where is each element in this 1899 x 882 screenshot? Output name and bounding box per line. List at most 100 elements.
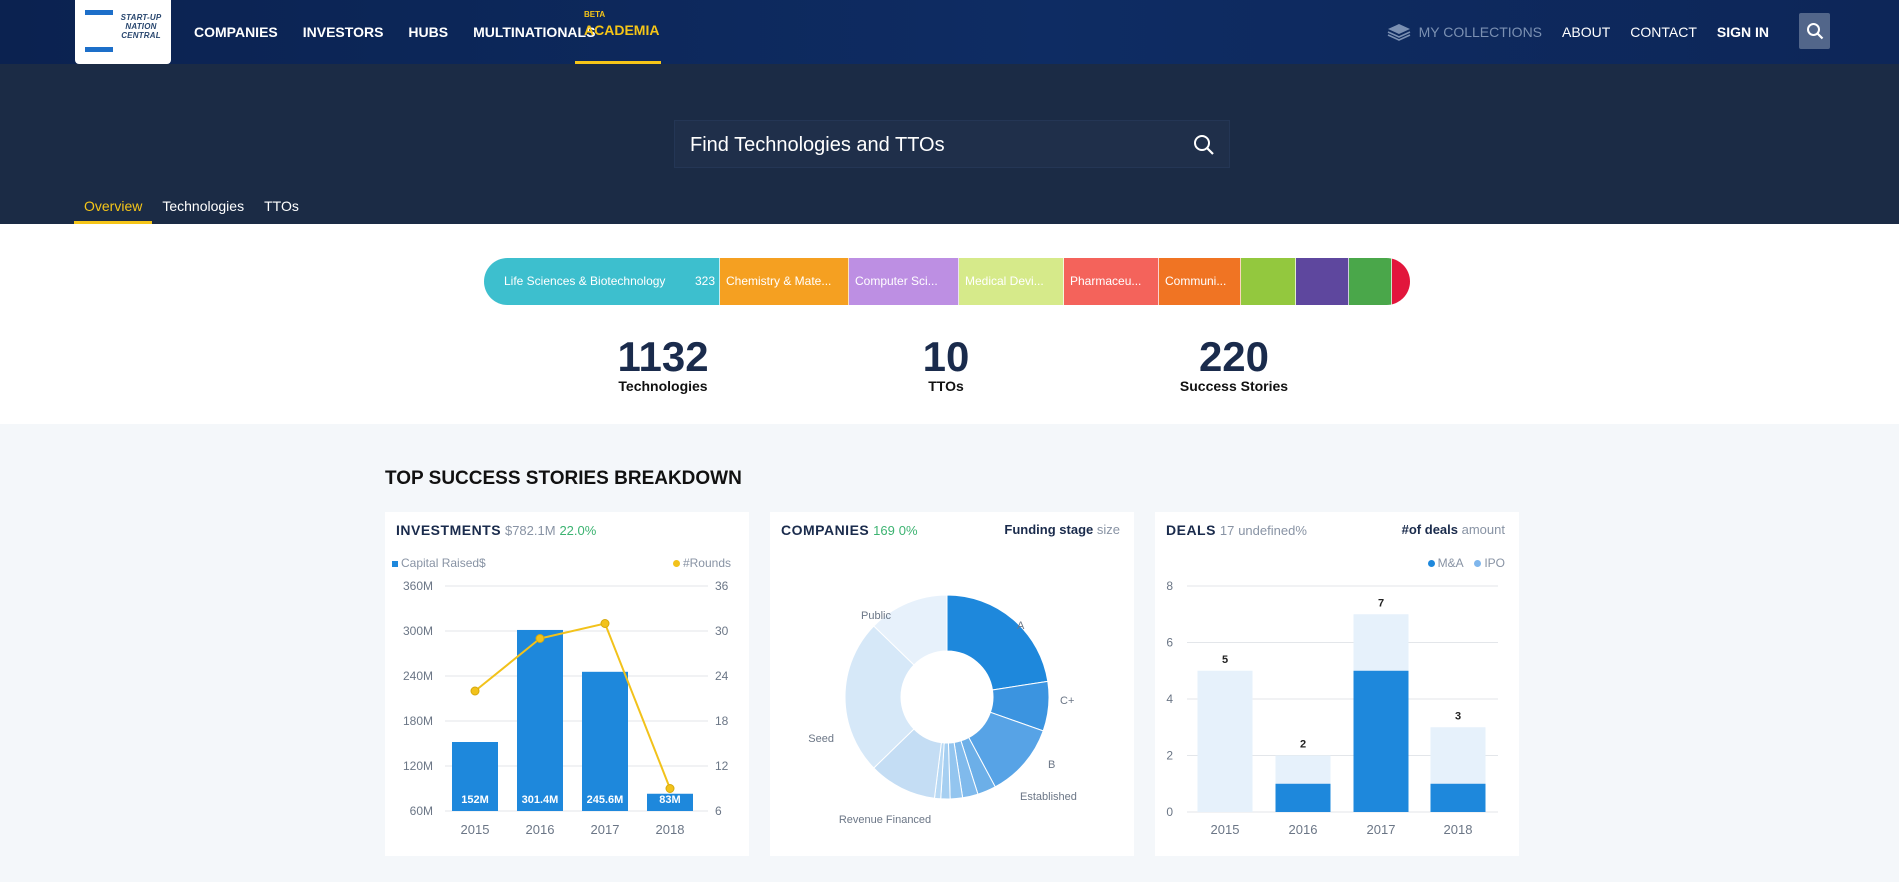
field-segment[interactable] <box>1349 258 1392 305</box>
ma-bar <box>1275 783 1331 812</box>
legend-label: IPO <box>1484 556 1505 570</box>
slice-label: Established <box>1020 791 1077 803</box>
toggle-num-deals[interactable]: #of deals <box>1401 522 1458 537</box>
total-label: 5 <box>1222 654 1228 666</box>
bar-value-label: 83M <box>659 794 680 806</box>
investment-bar <box>647 793 693 811</box>
tab-technologies[interactable]: Technologies <box>162 198 245 214</box>
y-tick-label: 240M <box>403 669 433 683</box>
beta-badge: BETA <box>584 10 606 19</box>
nav-about[interactable]: ABOUT <box>1562 24 1611 40</box>
stat-value: 10 <box>922 333 970 380</box>
legend-swatch <box>672 560 680 567</box>
companies-card-title: COMPANIES 169 0% <box>781 522 918 538</box>
deals-growth: undefined% <box>1238 523 1307 538</box>
y-tick-label: 4 <box>1166 692 1173 706</box>
nav-companies[interactable]: COMPANIES <box>194 24 278 40</box>
investments-amount: $782.1M <box>504 523 556 538</box>
nav-academia[interactable]: BETA ACADEMIA <box>575 0 661 64</box>
startup-nation-central-logo[interactable]: START-UP NATION CENTRAL <box>75 0 171 64</box>
nav-investors[interactable]: INVESTORS <box>302 24 384 40</box>
rounds-point <box>600 619 610 628</box>
nav-multinationals[interactable]: MULTINATIONALS <box>473 24 596 40</box>
stat-ttos[interactable]: 10 TTOs <box>846 333 1046 395</box>
y2-tick-label: 36 <box>715 579 729 593</box>
field-segment[interactable]: Chemistry & Mate... <box>720 258 849 305</box>
field-segment[interactable]: Communi... <box>1159 258 1241 305</box>
field-segment[interactable] <box>1296 258 1349 305</box>
logo-text: START-UP NATION CENTRAL <box>120 13 162 40</box>
stat-value: 220 <box>1198 333 1270 380</box>
hero-section: Find Technologies and TTOs Overview Tech… <box>0 64 1899 224</box>
field-segment[interactable]: Life Sciences & Biotechnology 323 <box>484 258 720 305</box>
y2-tick-label: 12 <box>715 759 729 773</box>
companies-donut-chart: A C+ B Established Revenue Financed Seed Publi… <box>808 594 1077 826</box>
nav-my-collections[interactable]: MY COLLECTIONS <box>1387 23 1542 41</box>
rounds-line <box>474 622 671 789</box>
toggle-size[interactable]: size <box>1096 522 1120 537</box>
x-tick-label: 2015 <box>1211 822 1240 837</box>
legend-swatch <box>1427 560 1435 567</box>
tab-overview[interactable]: Overview <box>74 196 153 224</box>
tab-ttos[interactable]: TTOs <box>264 198 299 214</box>
field-segment[interactable] <box>1241 258 1296 305</box>
toggle-amount[interactable]: amount <box>1461 522 1505 537</box>
y2-tick-label: 30 <box>715 624 729 638</box>
search-placeholder: Find Technologies and TTOs <box>690 134 945 156</box>
card-title-label: DEALS <box>1166 522 1216 538</box>
logo-mark <box>85 10 113 52</box>
x-tick-label: 2018 <box>656 822 685 837</box>
total-label: 2 <box>1300 739 1306 751</box>
investment-bar <box>582 671 628 811</box>
ipo-bar <box>1353 614 1409 671</box>
total-label: 7 <box>1378 597 1384 609</box>
deals-card: DEALS 17 undefined% #of deals amount M&A… <box>1155 512 1519 856</box>
field-segment[interactable]: Computer Sci... <box>849 258 959 305</box>
nav-sign-in[interactable]: SIGN IN <box>1716 24 1769 40</box>
field-segment[interactable] <box>1392 258 1410 305</box>
legend-rounds[interactable]: #Rounds <box>672 556 731 570</box>
stat-value: 1132 <box>617 333 709 380</box>
x-tick-label: 2016 <box>526 822 555 837</box>
field-label: Communi... <box>1165 274 1227 288</box>
investments-card: INVESTMENTS $782.1M 22.0% Capital Raised… <box>385 512 749 856</box>
ma-bar <box>1430 783 1486 812</box>
secondary-menu: MY COLLECTIONS ABOUT CONTACT SIGN IN <box>1367 0 1769 64</box>
companies-toggle[interactable]: Funding stage size <box>1004 522 1120 537</box>
y-tick-label: 0 <box>1166 805 1173 819</box>
legend-label: M&A <box>1437 556 1463 570</box>
search-icon[interactable] <box>1193 134 1215 156</box>
bar-value-label: 245.6M <box>587 794 624 806</box>
investment-bar <box>517 629 563 811</box>
bar-value-label: 152M <box>461 794 489 806</box>
legend-ma[interactable]: M&A <box>1427 556 1463 570</box>
rounds-point <box>665 784 675 793</box>
x-tick-label: 2016 <box>1289 822 1318 837</box>
field-count: 323 <box>694 274 715 288</box>
field-label: Computer Sci... <box>855 274 938 288</box>
toggle-funding-stage[interactable]: Funding stage <box>1004 522 1094 537</box>
x-tick-label: 2017 <box>591 822 620 837</box>
stat-success-stories[interactable]: 220 Success Stories <box>1134 333 1334 395</box>
total-label: 3 <box>1455 710 1461 722</box>
donut-slice <box>946 594 1049 691</box>
field-segment[interactable]: Medical Devi... <box>959 258 1064 305</box>
legend-swatch <box>392 561 398 567</box>
technology-search-input[interactable]: Find Technologies and TTOs <box>674 120 1230 168</box>
nav-hubs[interactable]: HUBS <box>408 24 449 40</box>
deals-toggle[interactable]: #of deals amount <box>1402 522 1505 537</box>
legend-ipo[interactable]: IPO <box>1474 556 1505 570</box>
companies-card: COMPANIES 169 0% Funding stage size A C+ B… <box>770 512 1134 856</box>
stat-technologies[interactable]: 1132 Technologies <box>563 333 763 395</box>
legend-capital-raised[interactable]: Capital Raised$ <box>392 556 486 570</box>
overview-stats: Life Sciences & Biotechnology 323 Chemis… <box>0 224 1899 424</box>
card-title-label: COMPANIES <box>781 522 870 538</box>
y-tick-label: 120M <box>403 759 433 773</box>
y-tick-label: 360M <box>403 579 433 593</box>
field-segment[interactable]: Pharmaceu... <box>1064 258 1159 305</box>
stat-label: Success Stories <box>1179 378 1289 394</box>
slice-label: Public <box>861 610 891 622</box>
nav-contact[interactable]: CONTACT <box>1630 24 1697 40</box>
nav-search-button[interactable] <box>1799 13 1830 49</box>
deals-count: 17 <box>1219 523 1235 538</box>
